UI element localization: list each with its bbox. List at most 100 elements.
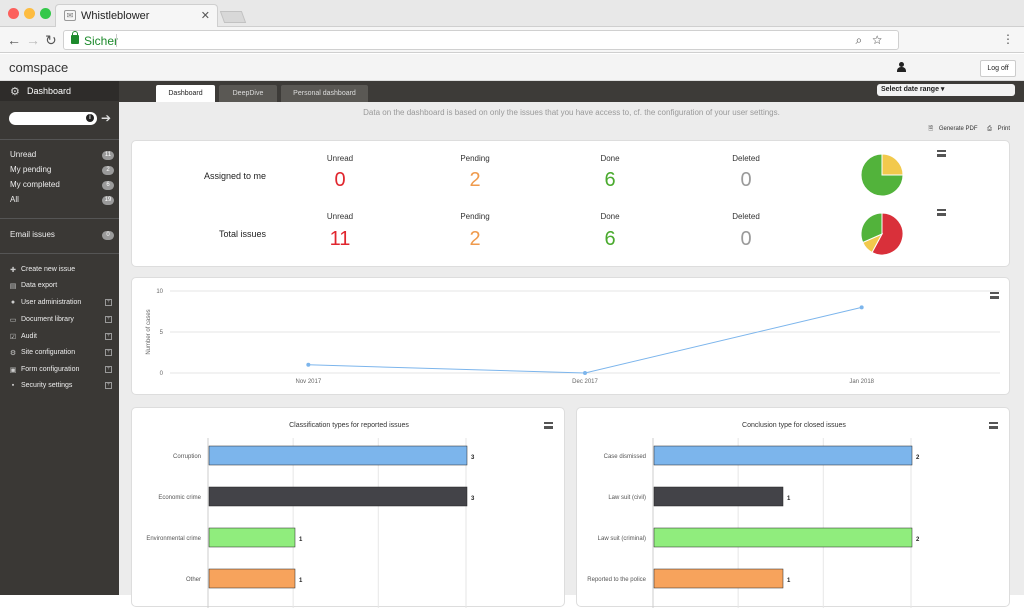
data-label: 1 xyxy=(787,496,791,502)
tab-deepdive[interactable]: DeepDive xyxy=(219,85,277,102)
forward-arrow-icon[interactable]: → xyxy=(26,32,40,48)
address-bar[interactable]: Sicher ⌕☆ xyxy=(63,30,899,50)
reload-icon[interactable]: ↻ xyxy=(45,32,57,48)
count-badge: 6 xyxy=(102,181,114,190)
stat-label: Done xyxy=(600,212,620,221)
menu-hamburger-icon[interactable] xyxy=(990,292,999,299)
category-label: Corruption xyxy=(173,454,201,460)
form-icon: ▣ xyxy=(9,367,17,374)
sidebar-item-data-export[interactable]: ▤ Data export xyxy=(0,279,119,294)
bar[interactable] xyxy=(653,527,913,548)
sidebar-item-user-administration[interactable]: ● User administration + xyxy=(0,296,119,311)
pie-slice[interactable] xyxy=(871,212,904,256)
category-label: Reported to the police xyxy=(587,577,646,583)
bar[interactable] xyxy=(208,445,468,466)
browser-tab[interactable]: ✉ Whistleblower ✕ xyxy=(55,4,218,27)
lock-icon: ▪ xyxy=(11,382,15,389)
file-icon: ▤ xyxy=(9,283,17,290)
category-label: Other xyxy=(186,577,201,583)
assigned-unread-value[interactable]: 0 xyxy=(334,169,346,191)
count-badge: 0 xyxy=(102,231,114,240)
window-close-button[interactable] xyxy=(8,8,19,19)
expand-icon[interactable]: + xyxy=(105,349,112,356)
sidebar-divider xyxy=(0,218,119,219)
date-range-select[interactable]: Select date range ▾ xyxy=(877,84,1015,96)
tab-dashboard[interactable]: Dashboard xyxy=(156,85,215,102)
search-go-arrow-icon[interactable]: ➔ xyxy=(101,111,112,125)
bar[interactable] xyxy=(653,568,784,589)
brand-name: comspace xyxy=(9,60,69,75)
bar[interactable] xyxy=(208,527,296,548)
total-deleted-value[interactable]: 0 xyxy=(740,228,752,250)
x-tick-label: Jan 2018 xyxy=(849,379,874,385)
info-icon[interactable]: i xyxy=(86,114,94,122)
sidebar-item-all[interactable]: All 19 xyxy=(0,193,119,208)
sidebar-item-label: My pending xyxy=(10,165,52,174)
menu-hamburger-icon[interactable] xyxy=(989,422,998,429)
window-minimize-button[interactable] xyxy=(24,8,35,19)
cases-line-chart-panel: 0 5 10 Number of cases Nov 2017 Dec 2017 Jan 2… xyxy=(131,277,1010,395)
menu-hamburger-icon[interactable] xyxy=(937,150,946,157)
total-done-value[interactable]: 6 xyxy=(604,228,616,250)
sidebar-item-form-configuration[interactable]: ▣ Form configuration + xyxy=(0,363,119,378)
generate-pdf-button[interactable]: 🗎 Generate PDF xyxy=(924,126,977,132)
category-label: Law suit (civil) xyxy=(608,495,646,501)
menu-hamburger-icon[interactable] xyxy=(937,209,946,216)
tab-personal-dashboard[interactable]: Personal dashboard xyxy=(281,85,368,102)
expand-icon[interactable]: + xyxy=(105,366,112,373)
plus-icon: ✚ xyxy=(10,267,16,274)
expand-icon[interactable]: + xyxy=(105,382,112,389)
window-maximize-button[interactable] xyxy=(40,8,51,19)
print-button[interactable]: ⎙ Print xyxy=(983,126,1010,132)
x-tick-label: Nov 2017 xyxy=(295,379,321,385)
total-unread-value[interactable]: 11 xyxy=(329,228,351,250)
expand-icon[interactable]: + xyxy=(105,333,112,340)
logoff-button[interactable]: Log off xyxy=(980,60,1016,77)
tab-close-icon[interactable]: ✕ xyxy=(200,10,210,22)
bar[interactable] xyxy=(653,486,784,507)
sidebar-item-my-pending[interactable]: My pending 2 xyxy=(0,163,119,178)
stat-label: Pending xyxy=(460,212,490,221)
pie-slice[interactable] xyxy=(860,153,904,197)
sidebar-item-email-issues[interactable]: Email issues 0 xyxy=(0,228,119,243)
sidebar-item-audit[interactable]: ☑ Audit + xyxy=(0,330,119,345)
expand-icon[interactable]: + xyxy=(105,299,112,306)
expand-icon[interactable]: + xyxy=(105,316,112,323)
sidebar-item-my-completed[interactable]: My completed 6 xyxy=(0,178,119,193)
zoom-star-icons[interactable]: ⌕☆ xyxy=(855,33,892,47)
browser-menu-icon[interactable]: ⋮ xyxy=(1002,32,1014,46)
menu-hamburger-icon[interactable] xyxy=(544,422,553,429)
sidebar-item-label: Form configuration xyxy=(21,366,80,373)
pie-slice[interactable] xyxy=(860,212,883,244)
sidebar-item-security-settings[interactable]: ▪ Security settings + xyxy=(0,379,119,394)
new-tab-button[interactable] xyxy=(219,11,247,23)
sidebar-item-unread[interactable]: Unread 11 xyxy=(0,148,119,163)
sidebar-item-create-new-issue[interactable]: ✚ Create new issue xyxy=(0,263,119,278)
tab-strip: Dashboard DeepDive Personal dashboard Se… xyxy=(119,81,1024,102)
bar[interactable] xyxy=(208,568,296,589)
data-point[interactable] xyxy=(859,305,864,310)
back-arrow-icon[interactable]: ← xyxy=(7,32,21,48)
assigned-pie-chart[interactable] xyxy=(859,152,905,198)
sidebar-item-label: Audit xyxy=(21,333,37,340)
bar[interactable] xyxy=(208,486,468,507)
sidebar-search-input[interactable]: i xyxy=(9,112,97,125)
app-header: comspace xyxy=(0,54,1024,81)
data-label: 1 xyxy=(299,578,303,584)
sidebar-dashboard-header[interactable]: ⚙ Dashboard xyxy=(0,81,119,101)
pie-slice[interactable] xyxy=(881,153,904,176)
total-pending-value[interactable]: 2 xyxy=(469,228,481,250)
data-point[interactable] xyxy=(583,371,587,375)
data-point[interactable] xyxy=(306,362,311,367)
sidebar-item-site-configuration[interactable]: ⚙ Site configuration + xyxy=(0,346,119,361)
total-pie-chart[interactable] xyxy=(859,211,905,257)
assigned-pending-value[interactable]: 2 xyxy=(469,169,481,191)
bar[interactable] xyxy=(653,445,913,466)
user-icon[interactable] xyxy=(897,62,906,73)
assigned-done-value[interactable]: 6 xyxy=(604,169,616,191)
y-tick-label: 5 xyxy=(160,330,164,336)
assigned-deleted-value[interactable]: 0 xyxy=(740,169,752,191)
sidebar-item-document-library[interactable]: ▭ Document library + xyxy=(0,313,119,328)
export-tools: 🗎 Generate PDF ⎙ Print xyxy=(920,124,1010,134)
category-label: Environmental crime xyxy=(146,536,201,542)
